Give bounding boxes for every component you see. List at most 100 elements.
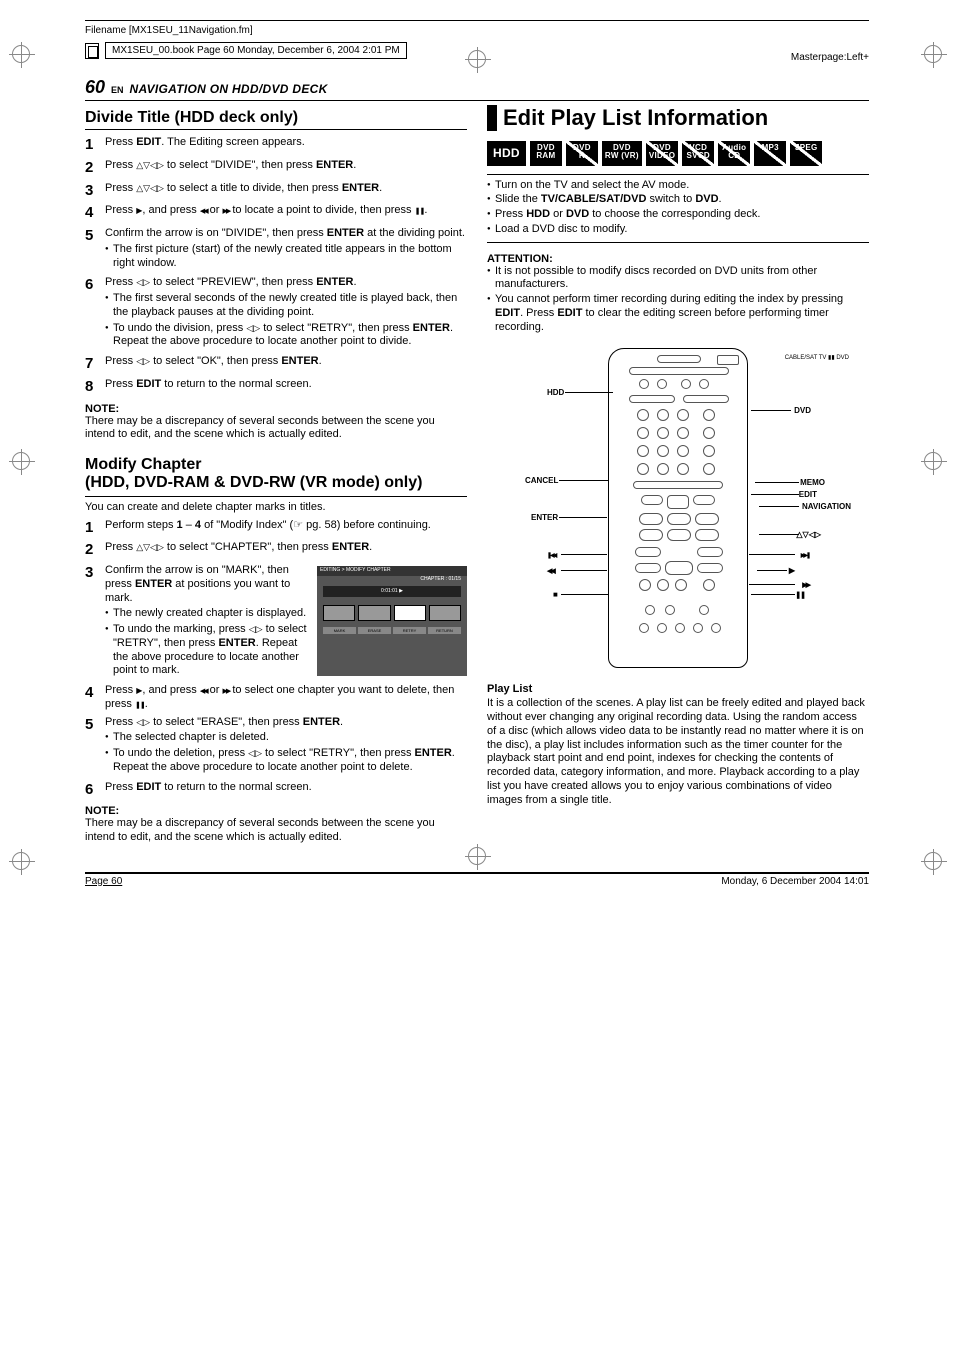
step-number: 5 xyxy=(85,227,99,272)
remote-label-navigation: NAVIGATION xyxy=(802,502,851,511)
step: 7 Press to select "OK", then press ENTER. xyxy=(85,355,467,374)
step-sub: The newly created chapter is displayed. xyxy=(105,607,467,621)
step-sub: The first several seconds of the newly c… xyxy=(105,292,467,320)
step: 4Press , and press or to select one chap… xyxy=(85,684,467,712)
note-text: There may be a discrepancy of several se… xyxy=(85,415,467,443)
modify-steps: 1 Perform steps 1 – 4 of "Modify Index" (… xyxy=(85,519,467,800)
step-body: Press , and press or to select one chapt… xyxy=(105,684,467,712)
remote-label-arrows: △▽◁▷ xyxy=(796,530,821,539)
step-number: 5 xyxy=(85,716,99,777)
playlist-text: It is a collection of the scenes. A play… xyxy=(487,697,869,807)
step-body: EDITING > MODIFY CHAPTERCHAPTER : 01/150… xyxy=(105,564,467,680)
left-column: Divide Title (HDD deck only) 1 Press EDIT… xyxy=(85,105,467,845)
format-badges: HDDDVDRAMDVDRDVDRW (VR)DVDVIDEOVCDSVCDAu… xyxy=(487,141,869,166)
step: 1 Perform steps 1 – 4 of "Modify Index" (… xyxy=(85,519,467,538)
note-text: There may be a discrepancy of several se… xyxy=(85,817,467,845)
step-number: 1 xyxy=(85,519,99,538)
remote-label-dvd: DVD xyxy=(794,406,811,415)
book-icon xyxy=(85,43,99,59)
note-heading: NOTE: xyxy=(85,805,467,817)
crop-mark-icon xyxy=(12,452,30,470)
format-badge: JPEG xyxy=(790,141,822,166)
step-number: 6 xyxy=(85,781,99,800)
step: 2 Press to select "DIVIDE", then press EN… xyxy=(85,159,467,178)
attention-heading: ATTENTION: xyxy=(487,253,869,265)
remote-label-play xyxy=(789,566,795,575)
heading-bar xyxy=(487,105,497,131)
remote-label-rew xyxy=(547,566,554,575)
step-number: 6 xyxy=(85,276,99,351)
format-badge: DVDRAM xyxy=(530,141,562,166)
step-sub: The first picture (start) of the newly c… xyxy=(105,243,467,271)
info-item: Load a DVD disc to modify. xyxy=(487,223,869,237)
step: 1 Press EDIT. The Editing screen appears. xyxy=(85,136,467,155)
step-body: Press to select "OK", then press ENTER. xyxy=(105,355,467,374)
step-number: 1 xyxy=(85,136,99,155)
crop-mark-icon xyxy=(12,852,30,870)
heading-edit-playlist: Edit Play List Information xyxy=(487,105,869,131)
book-info: MX1SEU_00.book Page 60 Monday, December … xyxy=(105,42,407,59)
attention-item: You cannot perform timer recording durin… xyxy=(487,293,869,334)
page-lang: EN xyxy=(111,85,124,95)
format-badge: AudioCD xyxy=(718,141,750,166)
step-sub: To undo the marking, press to select "RE… xyxy=(105,623,467,678)
crop-mark-icon xyxy=(924,852,942,870)
step-body: Press , and press or to locate a point t… xyxy=(105,204,467,223)
right-column: Edit Play List Information HDDDVDRAMDVDR… xyxy=(487,105,869,845)
remote-label-enter: ENTER xyxy=(531,513,558,522)
remote-diagram: CABLE/SAT TV ▮▮ DVD HDD DVD CANCEL ENTER… xyxy=(487,348,869,671)
section-title: NAVIGATION ON HDD/DVD DECK xyxy=(130,82,328,96)
footer-date: Monday, 6 December 2004 14:01 xyxy=(721,876,869,887)
step-body: Press EDIT. The Editing screen appears. xyxy=(105,136,467,155)
step-body: Press EDIT to return to the normal scree… xyxy=(105,781,467,800)
format-badge: DVDRW (VR) xyxy=(602,141,642,166)
heading-modify-l2: (HDD, DVD-RAM & DVD-RW (VR mode) only) xyxy=(85,474,422,491)
remote-label-skb xyxy=(547,550,555,559)
step: 5Press to select "ERASE", then press ENT… xyxy=(85,716,467,777)
info-box: Turn on the TV and select the AV mode.Sl… xyxy=(487,174,869,243)
playlist-heading: Play List xyxy=(487,683,869,695)
step-body: Confirm the arrow is on "DIVIDE", then p… xyxy=(105,227,467,272)
heading-divide-title: Divide Title (HDD deck only) xyxy=(85,109,467,130)
step-body: Press to select "DIVIDE", then press ENT… xyxy=(105,159,467,178)
remote-label-stop xyxy=(553,590,558,599)
page-number: 60 xyxy=(85,77,105,98)
step-sub: The selected chapter is deleted. xyxy=(105,731,467,745)
format-badge: DVDR xyxy=(566,141,598,166)
step: 4Press , and press or to locate a point … xyxy=(85,204,467,223)
step-number: 2 xyxy=(85,159,99,178)
step: 3EDITING > MODIFY CHAPTERCHAPTER : 01/15… xyxy=(85,564,467,680)
heading-modify-chapter: Modify Chapter (HDD, DVD-RAM & DVD-RW (V… xyxy=(85,456,467,497)
step-body: Perform steps 1 – 4 of "Modify Index" (☞… xyxy=(105,519,467,538)
format-badge: HDD xyxy=(487,141,526,166)
step: 8Press EDIT to return to the normal scre… xyxy=(85,378,467,397)
remote-label-skp xyxy=(801,550,809,559)
step-body: Press to select "CHAPTER", then press EN… xyxy=(105,541,467,560)
crop-mark-icon xyxy=(12,45,30,63)
step-body: Press EDIT to return to the normal scree… xyxy=(105,378,467,397)
step: 5Confirm the arrow is on "DIVIDE", then … xyxy=(85,227,467,272)
remote-label-pause xyxy=(795,590,805,599)
crop-mark-icon xyxy=(924,452,942,470)
heading-modify-l1: Modify Chapter xyxy=(85,456,201,473)
page-header: 60 EN NAVIGATION ON HDD/DVD DECK xyxy=(85,77,869,101)
step-sub: To undo the division, press to select "R… xyxy=(105,322,467,350)
filename-label: Filename [MX1SEU_11Navigation.fm] xyxy=(85,25,869,36)
crop-mark-icon xyxy=(468,847,486,865)
info-item: Turn on the TV and select the AV mode. xyxy=(487,179,869,193)
step-number: 7 xyxy=(85,355,99,374)
info-item: Slide the TV/CABLE/SAT/DVD switch to DVD… xyxy=(487,193,869,207)
modify-intro: You can create and delete chapter marks … xyxy=(85,501,467,515)
crop-mark-icon xyxy=(924,45,942,63)
format-badge: MP3 xyxy=(754,141,786,166)
remote-label-ff xyxy=(802,580,809,589)
step-number: 2 xyxy=(85,541,99,560)
attention-box: ATTENTION: It is not possible to modify … xyxy=(487,253,869,335)
step-number: 3 xyxy=(85,564,99,680)
heading-edit-text: Edit Play List Information xyxy=(503,105,768,131)
page-footer: Page 60 Monday, 6 December 2004 14:01 xyxy=(85,872,869,887)
switch-label: CABLE/SAT TV ▮▮ DVD xyxy=(785,354,849,361)
step-body: Press to select "PREVIEW", then press EN… xyxy=(105,276,467,351)
step-number: 4 xyxy=(85,684,99,712)
footer-page: Page 60 xyxy=(85,876,122,887)
